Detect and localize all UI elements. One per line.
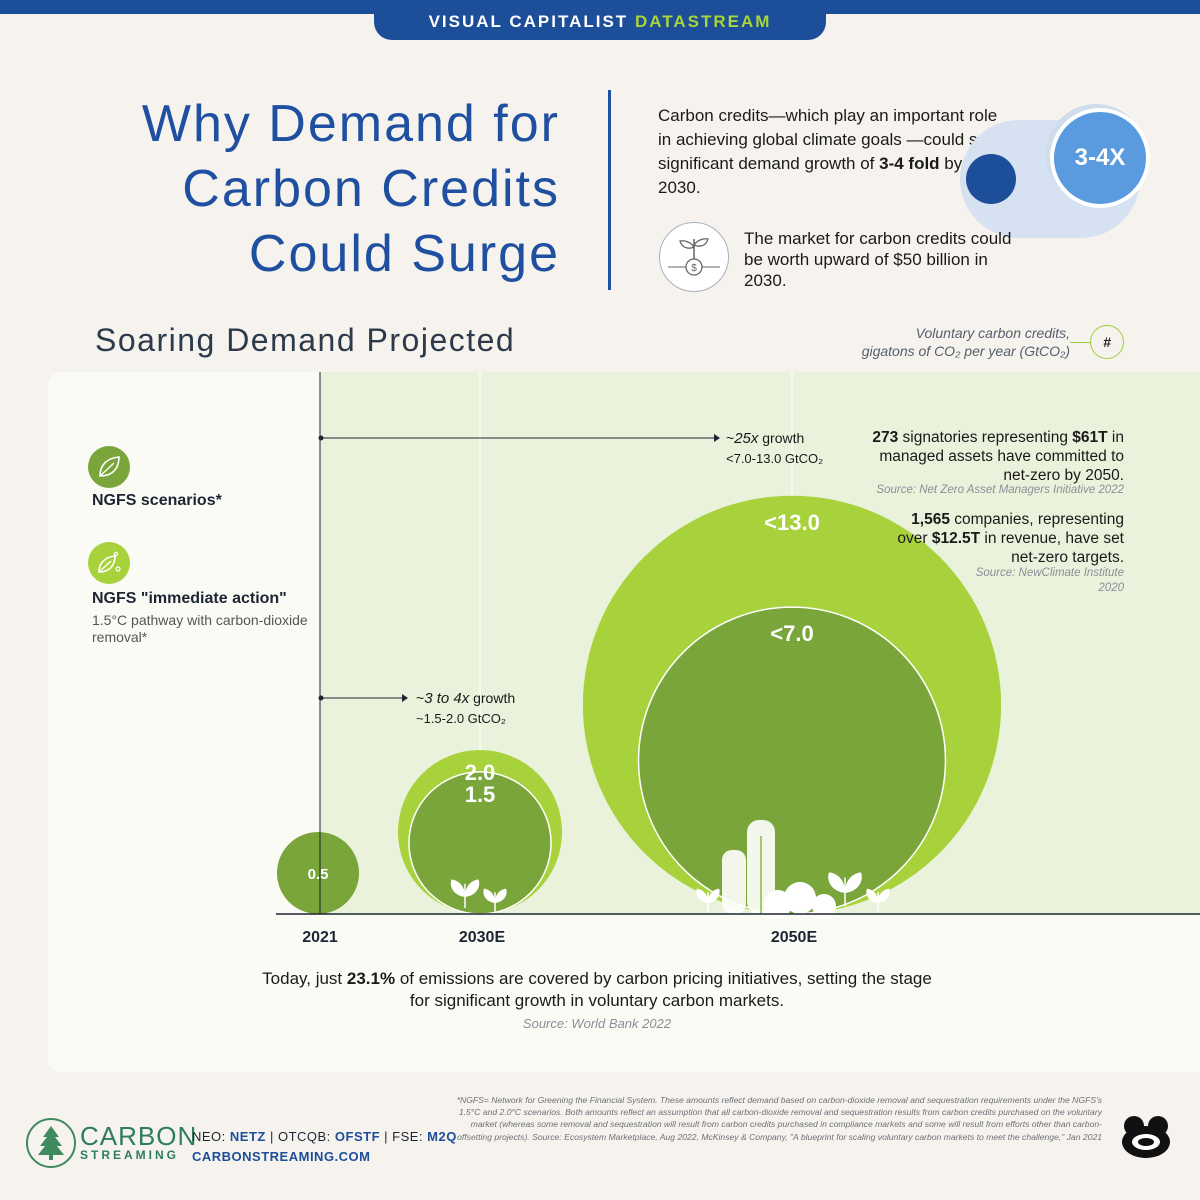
sprout-icon — [828, 872, 862, 906]
summary-bold: 23.1% — [346, 969, 396, 988]
plant-money-icon: $ — [659, 222, 729, 292]
leaf-sprout-icon — [88, 542, 130, 584]
title-line-1: Why Demand for — [141, 95, 560, 153]
growth-arrow-2030 — [318, 694, 408, 702]
summary-text: Today, just 23.1% of emissions are cover… — [260, 968, 934, 1012]
bubble-2021-series-1 — [276, 831, 360, 914]
ticker-2-label: | OTCQB: — [265, 1129, 335, 1144]
bubble-2050e-series-1 — [637, 606, 947, 915]
note-1-amount: $61T — [1072, 429, 1108, 446]
note-2-text-a: companies, representing over — [897, 511, 1124, 547]
growth-arrow-2050 — [318, 434, 720, 442]
unit-label-line-1: Voluntary carbon credits, — [915, 325, 1070, 341]
bubble-label-2050e-series-1: <7.0 — [770, 621, 813, 646]
brand-logo-top: CARBON — [80, 1121, 198, 1151]
bubble-label-2030e-series-1: 1.5 — [465, 782, 496, 807]
pill-small-dot — [966, 154, 1016, 204]
title-line-2: Carbon Credits — [182, 160, 560, 218]
section-title: Soaring Demand Projected — [95, 322, 516, 358]
publisher-banner: VISUAL CAPITALIST DATASTREAM — [374, 0, 826, 40]
growth-2050-multiplier: 25x — [734, 430, 759, 447]
note-signatories-source: Source: Net Zero Asset Managers Initiati… — [876, 484, 1124, 496]
intro-text-pre: Carbon credits—which play an important r… — [658, 106, 998, 173]
unit-label: Voluntary carbon credits, gigatons of CO… — [820, 324, 1070, 360]
svg-text:$: $ — [691, 263, 697, 274]
note-2-count: 1,565 — [911, 511, 950, 528]
growth-2050-prefix: ~ — [726, 430, 735, 446]
note-1-text-a: signatories representing — [898, 429, 1073, 446]
x-tick-label-2021: 2021 — [302, 929, 338, 946]
ticker-1: NETZ — [229, 1129, 266, 1144]
unit-badge: # — [1090, 325, 1124, 359]
visual-capitalist-logo-icon — [1116, 1112, 1176, 1160]
sprout-icon — [696, 888, 720, 912]
bubbles-group — [276, 495, 1002, 918]
ticker-3-label: | FSE: — [380, 1129, 428, 1144]
legend-label-ngfs: NGFS scenarios* — [92, 492, 222, 509]
summary-post: of emissions are covered by carbon prici… — [395, 969, 932, 1010]
bubble-label-2030e-series-2: 2.0 — [465, 760, 496, 785]
note-1-text-b: in managed assets have committed to net-… — [879, 429, 1124, 484]
legend-label-immediate-action: NGFS "immediate action" — [92, 590, 287, 607]
growth-2030-range: ~1.5-2.0 GtCO₂ — [416, 711, 506, 726]
ticker-2: OFSTF — [334, 1129, 381, 1144]
summary-pre: Today, just — [262, 969, 347, 988]
x-tick-labels-group: 2021 2030E 2050E — [302, 929, 817, 946]
growth-annotation-2030: ~3 to 4x growth ~1.5-2.0 GtCO₂ — [416, 690, 515, 726]
note-companies: 1,565 companies, representing over $12.5… — [880, 510, 1124, 567]
footnote: *NGFS= Network for Greening the Financia… — [456, 1095, 1102, 1142]
page-title: Why Demand for Carbon Credits Could Surg… — [60, 92, 560, 287]
growth-2030-prefix: ~ — [416, 690, 425, 706]
summary-source: Source: World Bank 2022 — [522, 1016, 672, 1031]
x-tick-label-2030e: 2030E — [459, 929, 506, 946]
pine-tree-logo-icon — [26, 1118, 76, 1168]
note-signatories: 273 signatories representing $61T in man… — [860, 428, 1124, 485]
tree-cluster-icon — [722, 820, 836, 918]
bubble-label-2050e-series-2: <13.0 — [764, 510, 820, 535]
title-divider — [608, 90, 611, 290]
sprout-icon — [450, 879, 480, 908]
note-1-count: 273 — [872, 429, 899, 446]
website-link[interactable]: CARBONSTREAMING.COM — [192, 1149, 371, 1164]
brand-logo-bottom: STREAMING — [80, 1148, 179, 1162]
note-2-amount: $12.5T — [931, 530, 981, 547]
growth-2030-multiplier: 3 to 4x — [424, 690, 470, 707]
sprout-icon — [483, 888, 507, 912]
market-text: The market for carbon credits could be w… — [744, 229, 1012, 290]
sprout-icon — [866, 888, 890, 912]
intro-text-post: by 2030. — [658, 154, 963, 197]
intro-text-bold: 3-4 fold — [879, 154, 940, 173]
bubble-label-2021-series-1: 0.5 — [308, 866, 329, 883]
growth-2030-suffix: growth — [469, 690, 516, 706]
ticker-3: M2Q — [427, 1129, 457, 1144]
ticker-line: NEO: NETZ | OTCQB: OFSTF | FSE: M2Q — [192, 1129, 457, 1144]
ticker-1-label: NEO: — [192, 1129, 230, 1144]
leaf-icon — [88, 446, 130, 488]
growth-2050-range: <7.0-13.0 GtCO₂ — [726, 451, 824, 466]
pill-big-circle: 3-4X — [1050, 108, 1150, 208]
legend-sublabel-immediate-action: 1.5°C pathway with carbon-dioxide remova… — [92, 612, 308, 645]
note-companies-source: Source: NewClimate Institute 2020 — [975, 567, 1124, 594]
title-line-3: Could Surge — [248, 225, 560, 283]
growth-2050-suffix: growth — [758, 430, 805, 446]
banner-prefix: VISUAL CAPITALIST — [428, 12, 629, 31]
intro-text: Carbon credits—which play an important r… — [658, 104, 1008, 200]
unit-connector — [1070, 342, 1090, 343]
note-2-text-b: in revenue, have set net-zero targets. — [980, 530, 1124, 566]
x-tick-label-2050e: 2050E — [771, 929, 818, 946]
growth-annotation-2050: ~25x growth <7.0-13.0 GtCO₂ — [726, 430, 823, 466]
bubble-labels-group: 2.0 <13.0 0.5 1.5 <7.0 — [308, 510, 820, 883]
banner-accent: DATASTREAM — [634, 12, 772, 31]
unit-label-line-2: gigatons of CO₂ per year (GtCO₂) — [861, 343, 1070, 359]
